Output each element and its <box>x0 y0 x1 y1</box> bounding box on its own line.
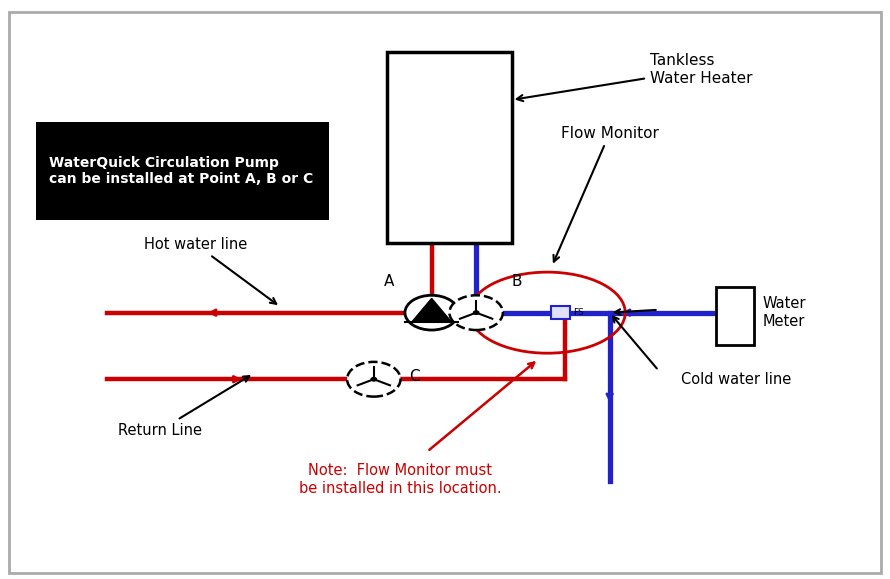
Circle shape <box>405 295 458 330</box>
Text: Tankless
Water Heater: Tankless Water Heater <box>517 53 752 101</box>
Bar <box>716 287 754 345</box>
Polygon shape <box>411 298 451 322</box>
Text: Return Line: Return Line <box>118 376 249 438</box>
Text: Cold water line: Cold water line <box>681 372 791 387</box>
Text: C: C <box>409 369 420 384</box>
Circle shape <box>371 378 376 381</box>
Text: Water
Meter: Water Meter <box>763 296 806 329</box>
Circle shape <box>449 295 503 330</box>
Text: WaterQuick Circulation Pump
can be installed at Point A, B or C: WaterQuick Circulation Pump can be insta… <box>49 156 313 186</box>
Text: A: A <box>384 274 394 290</box>
Text: FS: FS <box>573 308 584 317</box>
Circle shape <box>473 311 479 314</box>
Text: Hot water line: Hot water line <box>144 237 276 304</box>
Bar <box>551 306 570 319</box>
Bar <box>36 122 329 220</box>
Bar <box>387 52 512 243</box>
Text: Note:  Flow Monitor must
be installed in this location.: Note: Flow Monitor must be installed in … <box>299 463 502 496</box>
Circle shape <box>347 362 400 397</box>
Text: B: B <box>512 274 522 290</box>
Text: Flow Monitor: Flow Monitor <box>554 126 659 262</box>
